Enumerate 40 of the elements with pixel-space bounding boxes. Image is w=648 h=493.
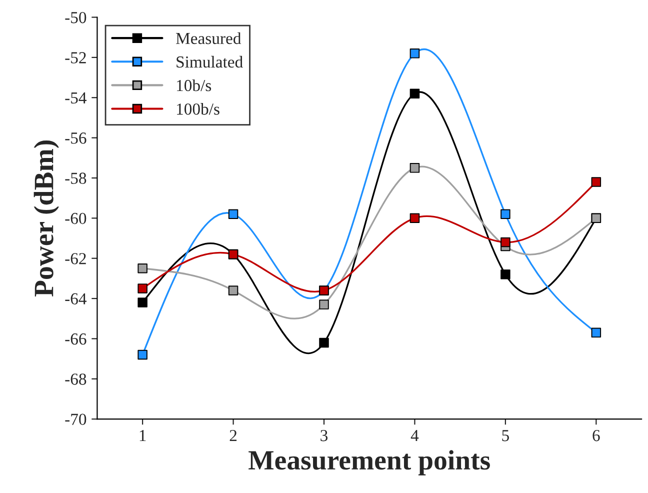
y-tick-label: -56 [65,132,86,144]
point [410,48,420,58]
point [410,213,420,224]
y-tick-label: -58 [65,172,86,184]
y-tick-label: -66 [65,333,86,345]
x-tick-label: 4 [410,430,419,442]
x-tick-label: 5 [502,430,509,442]
point [410,163,420,173]
x-tick-label: 1 [140,430,146,442]
y-tick-label: -62 [65,253,86,264]
point [319,300,329,310]
point [591,177,602,187]
point [500,209,510,220]
y-tick-label: -60 [65,212,86,224]
point [500,237,510,248]
y-tick-label: -68 [65,374,86,385]
x-tick-label: 3 [320,430,328,442]
point [138,350,148,360]
y-axis-title: Power (dBm) [34,140,60,297]
point [500,270,510,280]
x-tick-label: 2 [230,430,237,442]
y-tick-label: -50 [65,12,86,24]
point [591,328,602,338]
x-axis-title: Measurement points [248,450,490,476]
point [228,209,238,220]
y-tick-label: -52 [65,52,86,64]
y-tick-label: -54 [65,92,87,104]
point [410,88,420,98]
point [228,286,238,296]
y-tick-label: -70 [65,414,86,425]
legend-label: Measured [176,32,242,44]
x-tick-label: 6 [592,430,600,442]
point [319,338,329,348]
point [138,298,148,308]
point [138,284,148,294]
y-tick-label: -64 [65,293,87,304]
point [138,264,148,274]
legend-label: Simulated [176,56,243,68]
legend-label: 10b/s [177,79,212,92]
legend-label: 100b/s [177,103,220,115]
